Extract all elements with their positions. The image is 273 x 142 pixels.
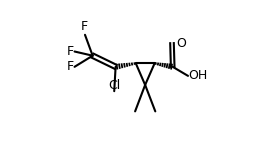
Text: O: O	[176, 37, 186, 50]
Text: F: F	[67, 60, 74, 73]
Text: OH: OH	[189, 69, 208, 82]
Text: F: F	[81, 20, 88, 33]
Text: Cl: Cl	[108, 79, 120, 92]
Text: F: F	[67, 45, 74, 58]
